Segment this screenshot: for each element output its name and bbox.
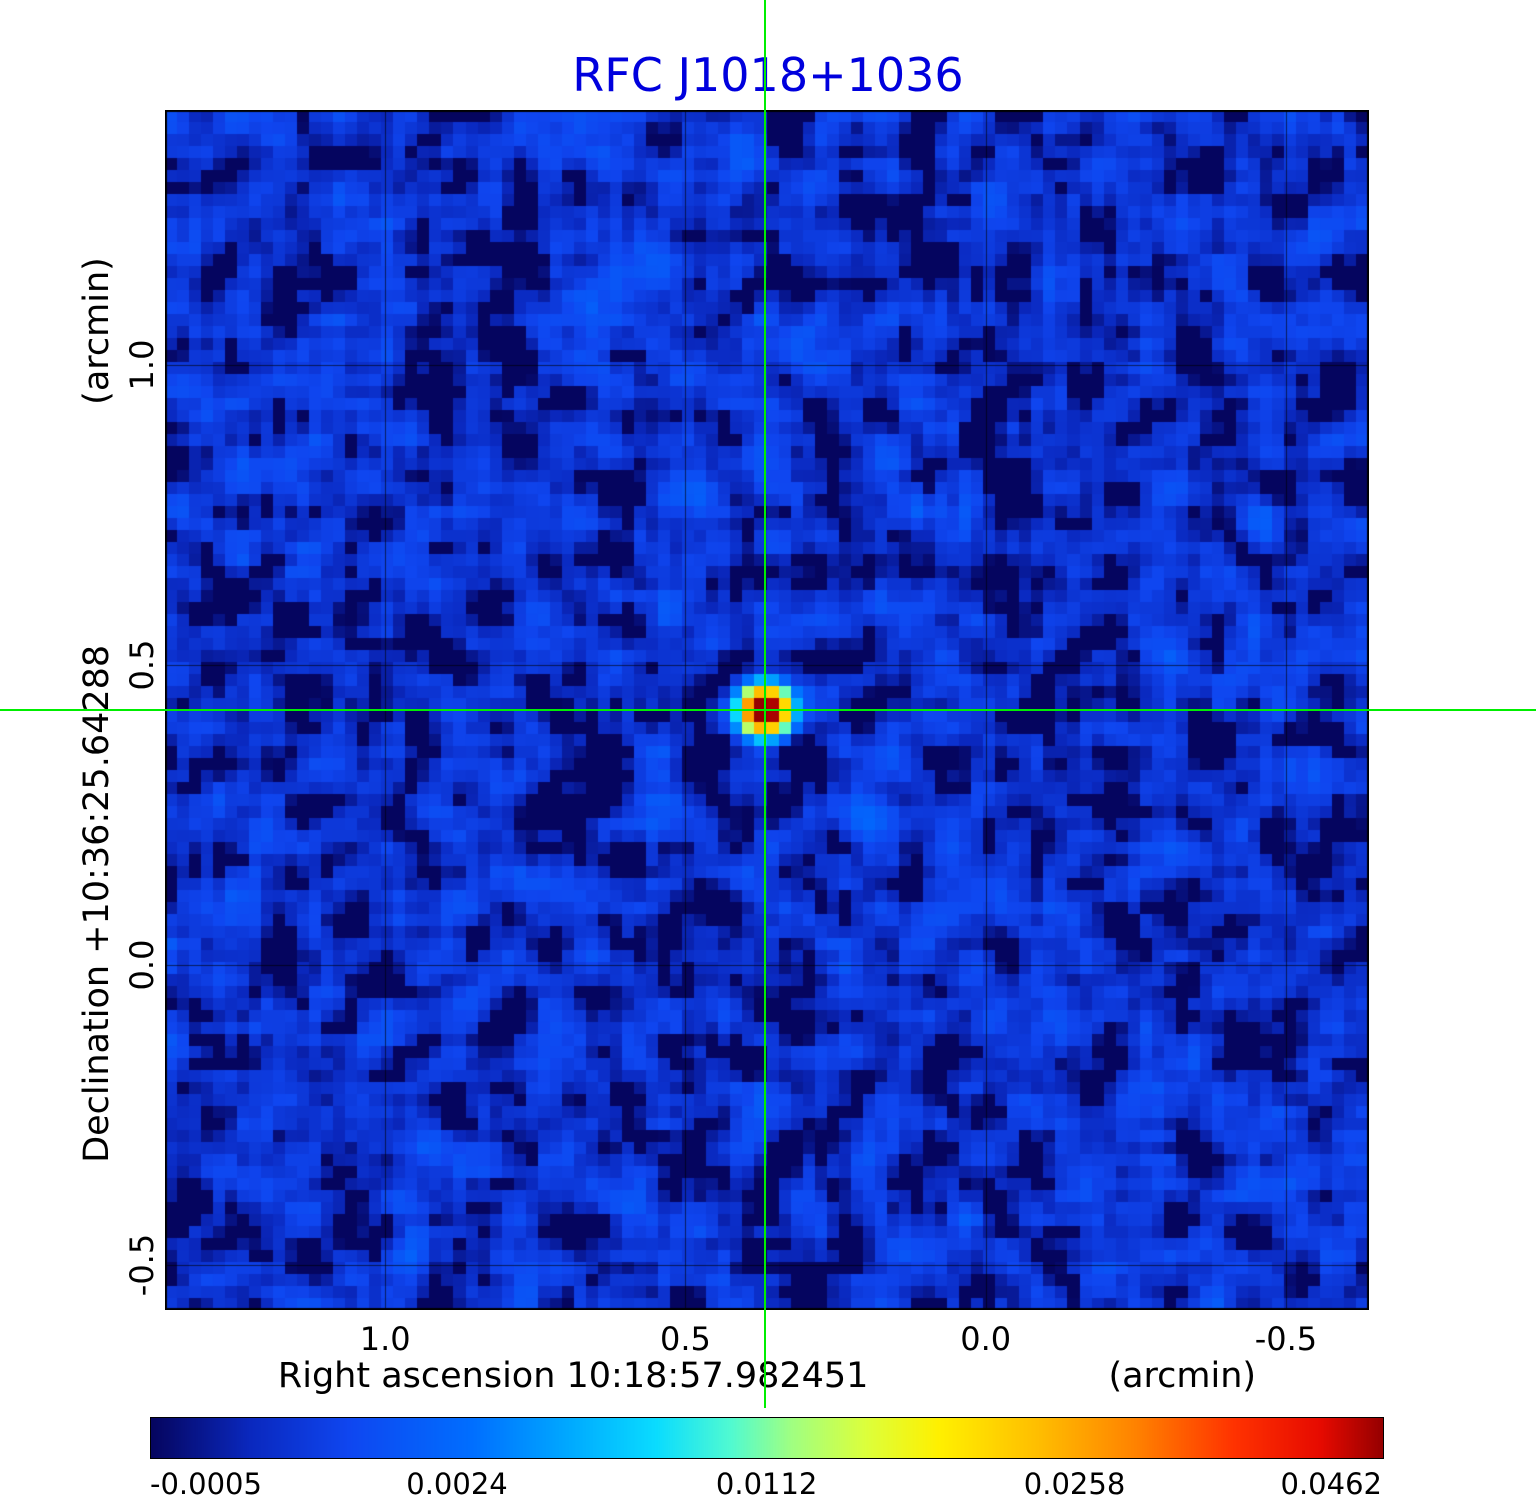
x-tick-label: -0.5 <box>1254 1320 1318 1358</box>
colorbar-tick-label: 0.0258 <box>1023 1467 1126 1501</box>
x-axis-title-text: Right ascension 10:18:57.982451 <box>277 1356 869 1396</box>
colorbar <box>150 1417 1384 1459</box>
figure-title: RFC J1018+1036 <box>572 48 964 102</box>
colorbar-tick-label: 0.0024 <box>406 1467 508 1501</box>
y-axis-unit-text: (arcmin) <box>77 257 117 405</box>
colorbar-tick-label: 0.0462 <box>1280 1467 1382 1501</box>
x-tick-label: 1.0 <box>359 1320 411 1358</box>
x-tick-label: 0.5 <box>659 1320 711 1358</box>
crosshair-horizontal-line <box>0 709 1536 711</box>
x-axis-title: Right ascension 10:18:57.982451 (arcmin) <box>165 1356 1369 1396</box>
y-tick-label: 0.0 <box>123 939 161 991</box>
y-tick-label: 1.0 <box>123 339 161 391</box>
y-axis-title-text: Declination +10:36:25.64288 <box>77 644 117 1163</box>
crosshair-vertical-line <box>764 0 767 1408</box>
y-tick-label: 0.5 <box>123 639 161 691</box>
x-tick-label: 0.0 <box>960 1320 1012 1358</box>
colorbar-tick-label: -0.0005 <box>150 1467 262 1501</box>
x-axis-unit-text: (arcmin) <box>1108 1356 1257 1396</box>
y-tick-label: -0.5 <box>123 1233 161 1297</box>
colorbar-tick-label: 0.0112 <box>715 1467 818 1501</box>
